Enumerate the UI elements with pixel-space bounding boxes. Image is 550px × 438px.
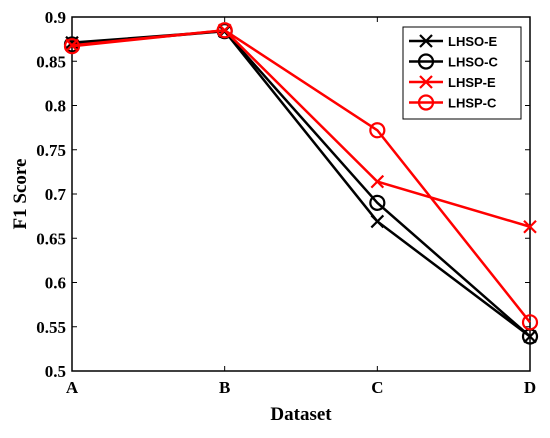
x-tick-label: D <box>524 378 536 397</box>
legend-label: LHSO-E <box>448 34 497 49</box>
legend-marker-stroke <box>419 75 433 89</box>
y-tick-label: 0.55 <box>36 318 66 337</box>
data-point <box>216 22 233 39</box>
data-point <box>370 174 385 189</box>
data-point <box>369 194 386 211</box>
y-tick-label: 0.5 <box>45 362 66 381</box>
x-tick-label: A <box>66 378 79 397</box>
series-lhsp-c <box>63 22 539 331</box>
y-tick-label: 0.7 <box>45 185 67 204</box>
series-layer <box>63 22 539 345</box>
data-point <box>521 314 539 331</box>
legend-label: LHSP-C <box>448 96 497 111</box>
data-point <box>369 122 386 139</box>
legend: LHSO-E LHSO-C LHSP-E LHSP-C <box>402 26 522 120</box>
y-axis-title: F1 Score <box>10 159 31 230</box>
y-tick-label: 0.9 <box>45 8 66 27</box>
y-axis: 0.5 0.55 0.6 0.65 0.7 0.75 0.8 0.85 0.9 <box>36 8 530 381</box>
y-tick-label: 0.65 <box>36 229 66 248</box>
data-point-stroke <box>370 214 385 229</box>
y-tick-label: 0.75 <box>36 141 66 160</box>
legend-marker <box>417 53 435 70</box>
legend-marker-stroke <box>419 34 433 48</box>
legend-label: LHSP-E <box>448 75 496 90</box>
legend-marker <box>419 34 433 48</box>
data-point <box>370 214 385 229</box>
data-point-stroke <box>370 174 385 189</box>
legend-marker <box>419 75 433 89</box>
data-point-stroke <box>523 219 537 234</box>
data-point <box>523 219 537 234</box>
y-tick-label: 0.85 <box>36 52 66 71</box>
series-line <box>71 29 531 324</box>
x-axis-title: Dataset <box>270 404 332 425</box>
legend-label: LHSO-C <box>448 55 498 70</box>
y-tick-label: 0.6 <box>45 274 66 293</box>
y-tick-label: 0.8 <box>45 97 66 116</box>
x-axis: A B C D <box>66 17 536 397</box>
x-tick-label: C <box>371 378 383 397</box>
legend-marker <box>417 94 435 111</box>
x-tick-label: B <box>219 378 230 397</box>
data-point <box>63 38 81 55</box>
